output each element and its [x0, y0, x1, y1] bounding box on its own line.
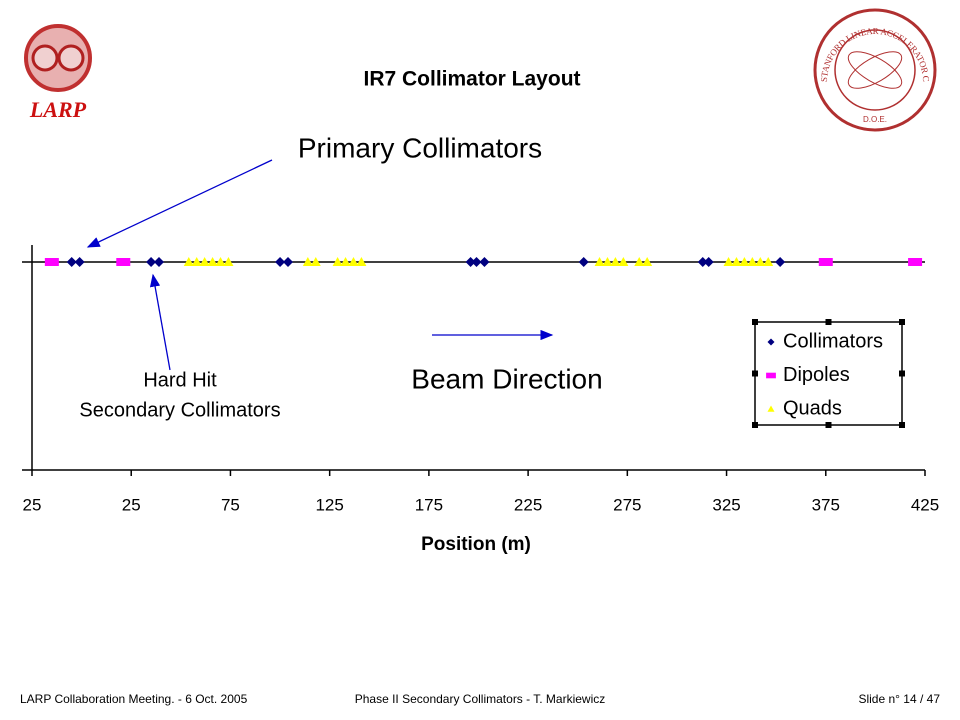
annotation: Beam Direction: [411, 363, 602, 394]
point: [731, 257, 742, 266]
legend-box: [754, 321, 903, 426]
x-tick-label: 225: [514, 495, 542, 514]
point: [739, 257, 750, 266]
point: [775, 257, 786, 267]
point: [755, 257, 766, 266]
legend-handle: [899, 319, 905, 325]
point: [642, 257, 653, 266]
chart-title: IR7 Collimator Layout: [363, 68, 580, 91]
point: [223, 257, 234, 266]
point: [302, 257, 313, 266]
footer-left: LARP Collaboration Meeting. - 6 Oct. 200…: [20, 692, 248, 706]
legend-marker: [767, 405, 775, 412]
slac-seal: STANFORD LINEAR ACCELERATOR CENTER D.O.E…: [0, 0, 937, 132]
point: [191, 257, 202, 266]
x-tick-label: 75: [221, 495, 240, 514]
x-axis-label: Position (m): [421, 534, 531, 555]
point: [207, 257, 218, 266]
plot: 25 25 75 125 175 225 275 325 375 425 Collimators Di…: [23, 257, 939, 514]
point: [763, 257, 774, 266]
point: [471, 257, 482, 267]
point: [116, 258, 131, 266]
point: [340, 257, 351, 266]
point: [275, 257, 286, 267]
point: [74, 257, 85, 267]
point: [154, 257, 165, 267]
point: [703, 257, 714, 267]
x-tick-label: 275: [613, 495, 641, 514]
point: [578, 257, 589, 267]
point: [610, 257, 621, 266]
legend-handle: [752, 319, 758, 325]
legend-handle: [825, 422, 832, 428]
point: [332, 257, 343, 266]
point: [348, 257, 359, 266]
arrow: [86, 159, 273, 248]
legend-label: Quads: [783, 397, 842, 419]
point: [723, 257, 734, 266]
point: [747, 257, 758, 266]
point: [818, 258, 833, 266]
x-tick-label: 125: [315, 495, 343, 514]
point: [908, 258, 923, 266]
annotation: Secondary Collimators: [79, 399, 280, 421]
arrow: [149, 273, 171, 371]
legend-handle: [752, 370, 758, 377]
x-tick-label: 425: [911, 495, 939, 514]
legend-marker: [767, 338, 775, 346]
point: [282, 257, 293, 267]
point: [215, 257, 226, 266]
point: [618, 257, 629, 266]
point: [199, 257, 210, 266]
legend-label: Collimators: [783, 330, 883, 352]
x-tick-label: 375: [812, 495, 840, 514]
seal-bottom: D.O.E.: [863, 115, 887, 124]
x-tick-label: 25: [23, 495, 42, 514]
point: [66, 257, 77, 267]
footer-center: Phase II Secondary Collimators - T. Mark…: [355, 692, 606, 706]
point: [465, 257, 476, 267]
point: [479, 257, 490, 267]
annotation: Hard Hit: [143, 369, 217, 391]
point: [602, 257, 613, 266]
point: [183, 257, 194, 266]
point: [44, 258, 59, 266]
legend-handle: [899, 422, 905, 428]
point: [356, 257, 367, 266]
footer-right: Slide n° 14 / 47: [858, 692, 940, 706]
point: [634, 257, 645, 266]
x-tick-label: 175: [415, 495, 443, 514]
point: [146, 257, 157, 267]
logo-text: LARP: [29, 97, 87, 122]
larp-logo: LARP: [24, 24, 92, 122]
x-tick-label: 325: [712, 495, 740, 514]
point: [594, 257, 605, 266]
legend-label: Dipoles: [783, 364, 850, 386]
point: [697, 257, 708, 267]
point: [310, 257, 321, 266]
legend-handle: [752, 422, 758, 428]
legend-handle: [899, 370, 905, 377]
legend-handle: [825, 319, 832, 325]
legend-marker: [766, 372, 776, 379]
annotation: Primary Collimators: [298, 132, 542, 163]
x-tick-label: 25: [122, 495, 141, 514]
